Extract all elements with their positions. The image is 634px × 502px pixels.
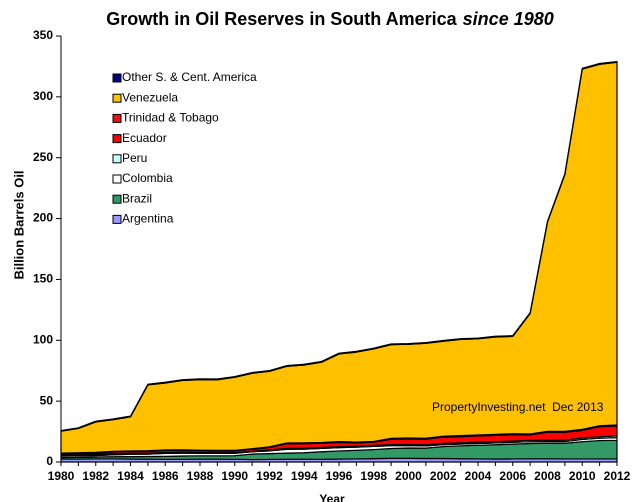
x-tick-label: 2002 [430,469,457,483]
legend-swatch [112,134,122,144]
legend-label: Ecuador [122,131,167,145]
x-tick-label: 2008 [534,469,561,483]
x-tick-label: 1992 [256,469,283,483]
x-axis-label: Year [319,492,345,502]
x-tick-label: 1988 [187,469,214,483]
y-tick-label: 100 [33,332,53,346]
x-tick-label: 2006 [499,469,526,483]
x-tick-label: 1986 [152,469,179,483]
legend-swatch [112,73,122,83]
legend-swatch [112,154,122,164]
legend-swatch [112,194,122,204]
x-tick-label: 1994 [291,469,318,483]
legend-label: Peru [122,151,147,165]
y-tick-label: 150 [33,272,53,286]
x-tick-label: 2010 [569,469,596,483]
y-tick-label: 250 [33,150,53,164]
legend-label: Colombia [122,171,173,185]
legend-label: Venezuela [122,90,178,104]
legend-swatch [112,93,122,103]
x-tick-label: 1980 [48,469,75,483]
x-tick-label: 1998 [360,469,387,483]
y-tick-label: 50 [40,393,54,407]
y-tick-label: 200 [33,211,53,225]
title-emphasis: since 1980 [463,9,554,29]
legend-swatch [112,174,122,184]
legend-label: Argentina [122,212,174,226]
y-tick-label: 0 [46,454,53,468]
title-main: Growth in Oil Reserves in South America [106,9,457,29]
legend-label: Brazil [122,191,152,205]
y-tick-label: 300 [33,89,53,103]
x-tick-label: 1984 [117,469,144,483]
x-tick-label: 2000 [395,469,422,483]
x-tick-label: 1996 [326,469,353,483]
chart-title: Growth in Oil Reserves in South America s… [106,9,554,29]
legend-swatch [112,113,122,123]
y-axis-label: Billion Barrels Oil [11,170,26,279]
legend-swatch [112,214,122,224]
x-tick-label: 1990 [221,469,248,483]
y-tick-label: 350 [33,28,53,42]
legend-label: Other S. & Cent. America [122,70,257,84]
annotation: PropertyInvesting.net Dec 2013 [432,400,604,414]
legend-label: Trinidad & Tobago [122,111,219,125]
x-tick-label: 2004 [465,469,492,483]
x-tick-label: 1982 [82,469,109,483]
area [60,60,618,432]
x-tick-label: 2012 [604,469,631,483]
